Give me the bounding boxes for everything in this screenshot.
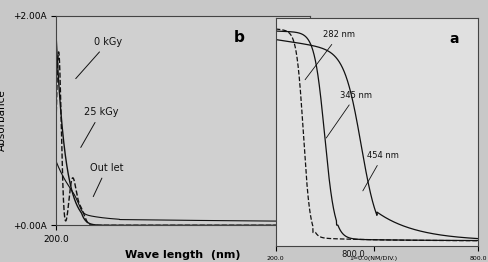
- Text: a: a: [449, 32, 459, 46]
- Text: 454 nm: 454 nm: [363, 151, 399, 191]
- Text: Out let: Out let: [90, 163, 123, 196]
- X-axis label: Wave length  (nm): Wave length (nm): [125, 250, 241, 260]
- Text: 0 kGy: 0 kGy: [76, 37, 122, 79]
- Text: 800.0: 800.0: [341, 250, 365, 259]
- Text: 25 kGy: 25 kGy: [81, 107, 118, 148]
- Text: b: b: [233, 30, 244, 45]
- Text: NM: NM: [312, 227, 325, 236]
- Text: 282 nm: 282 nm: [305, 30, 355, 80]
- Text: 345 nm: 345 nm: [326, 91, 372, 138]
- Y-axis label: Absorbance: Absorbance: [0, 90, 7, 151]
